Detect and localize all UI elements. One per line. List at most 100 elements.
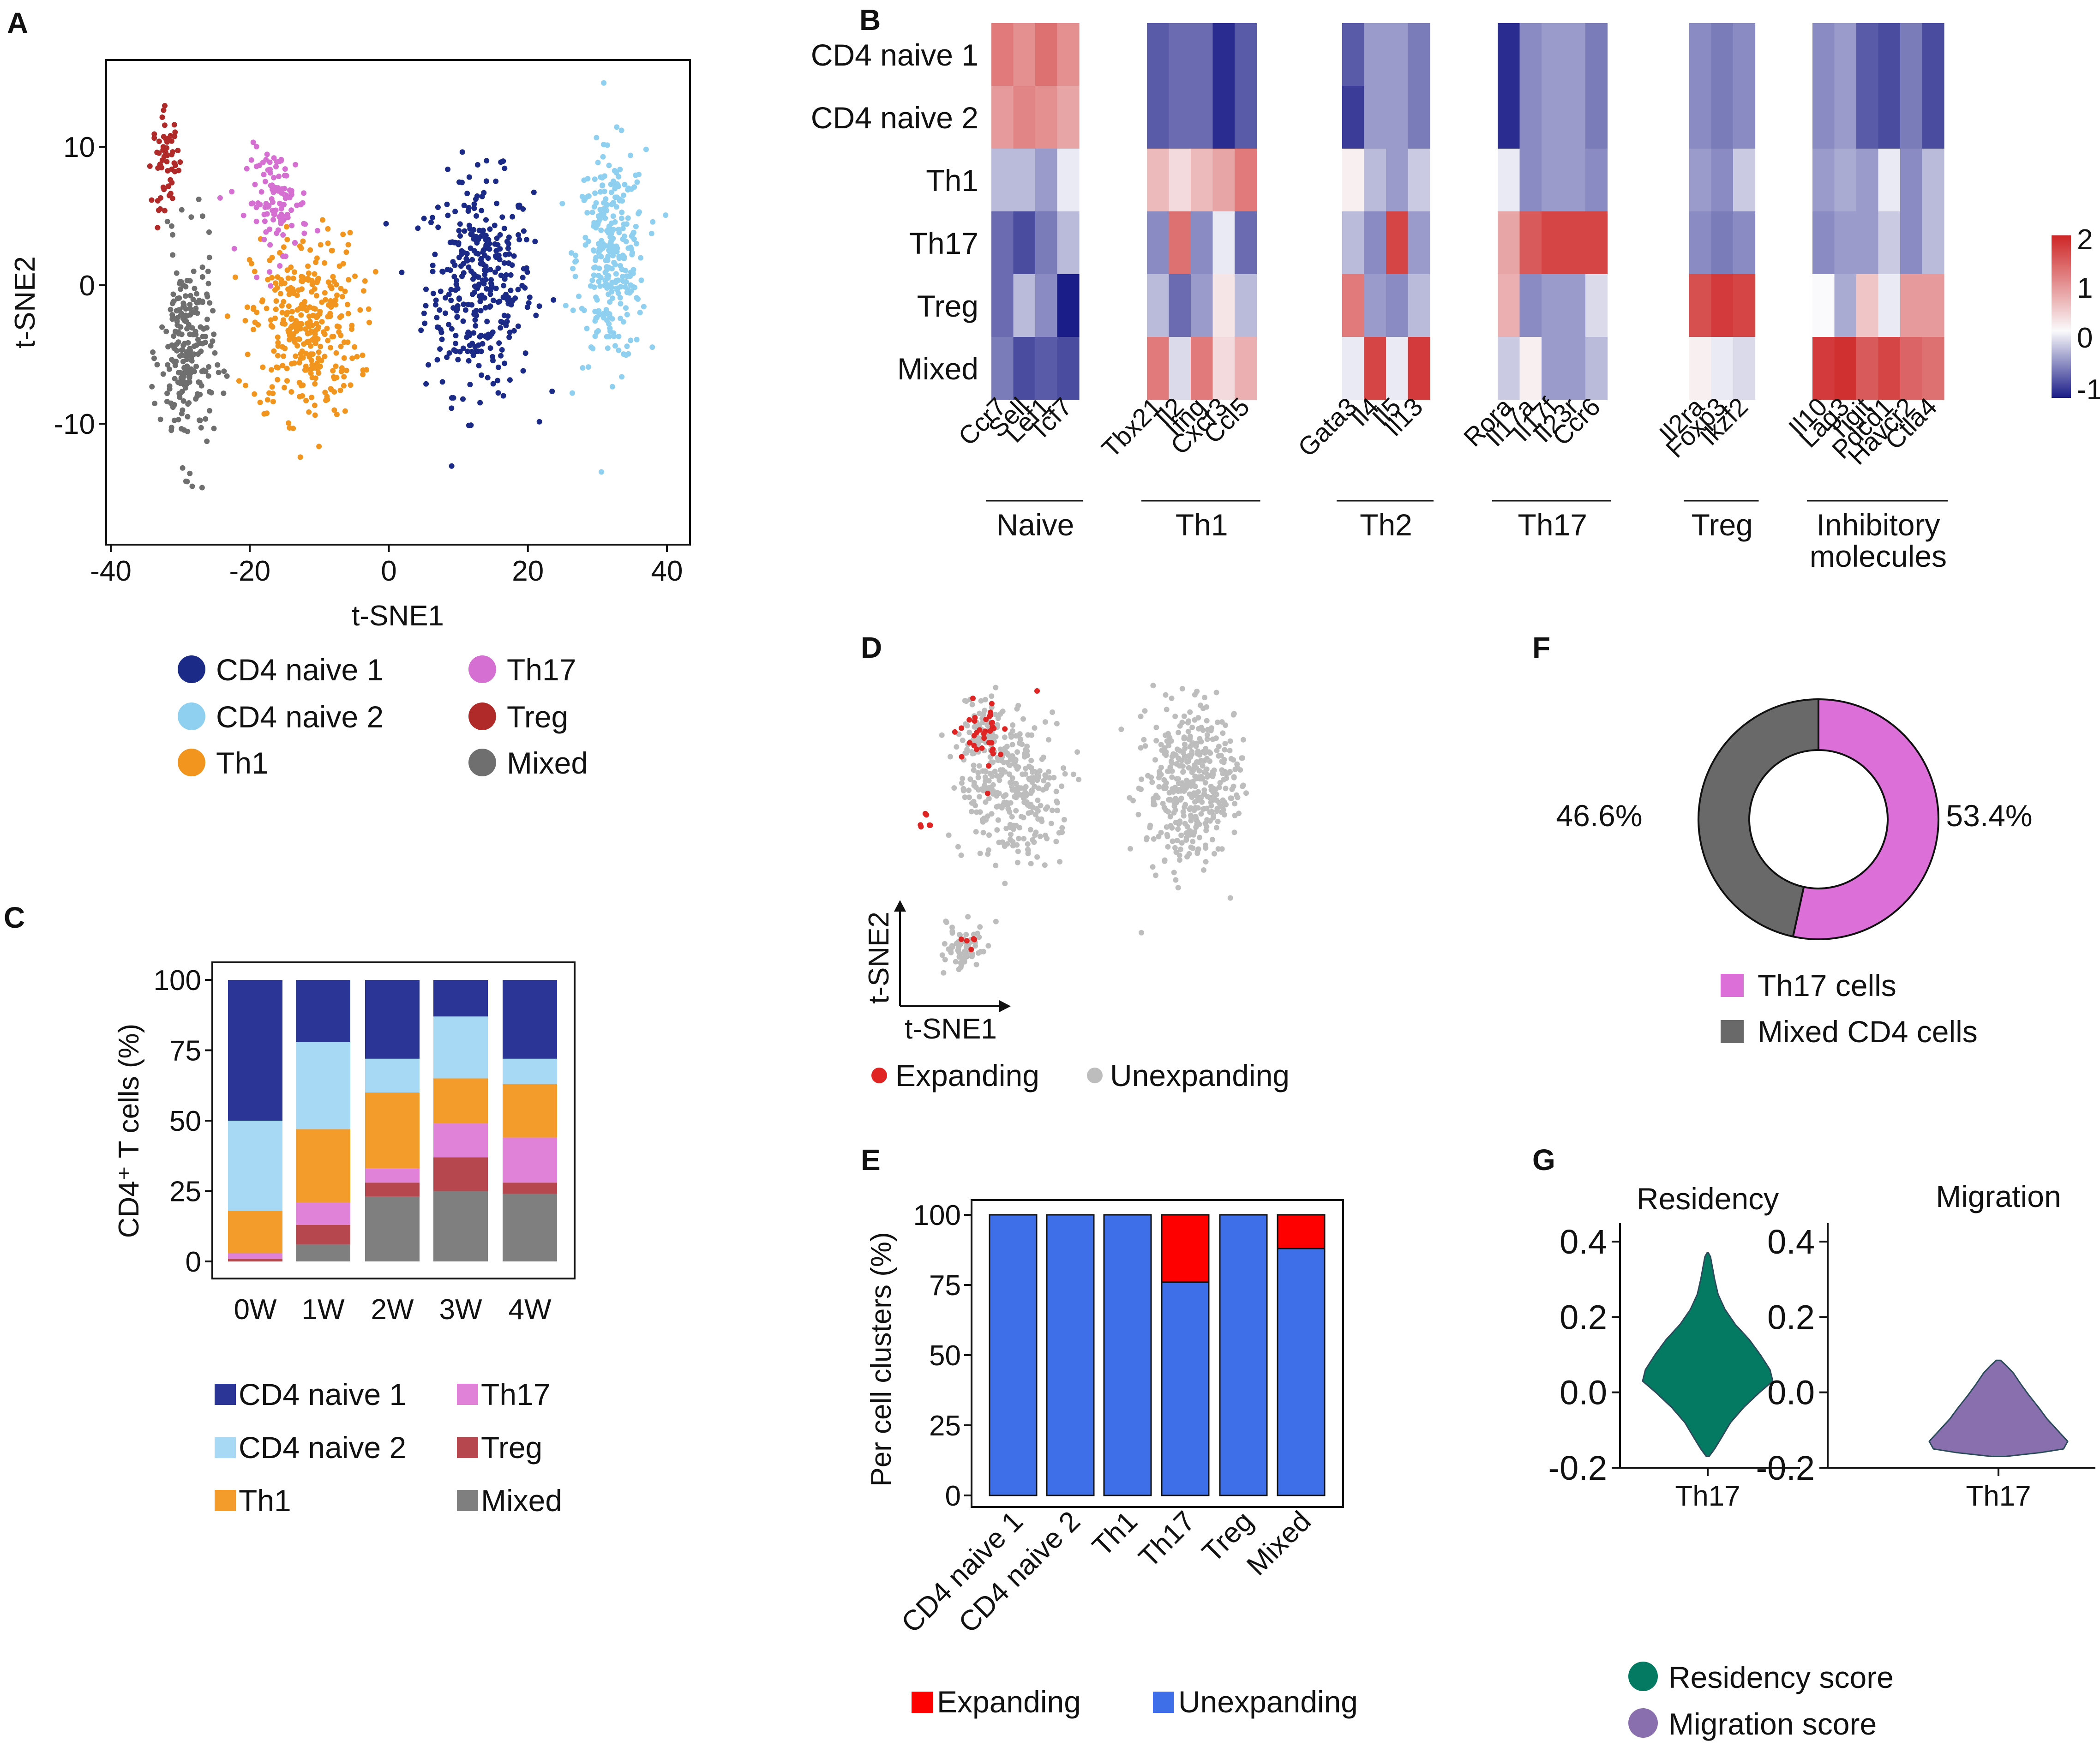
tsne-point-th17 <box>240 212 246 218</box>
tsne-point-cd4-naive-1 <box>440 269 446 275</box>
tsne-point-th1 <box>303 326 309 332</box>
point-unexpanding <box>1166 743 1172 749</box>
point-unexpanding <box>960 775 966 781</box>
point-unexpanding <box>1203 859 1209 864</box>
x-tick-label-0w: 0W <box>234 1294 277 1326</box>
tsne-point-cd4-naive-1 <box>490 297 496 303</box>
heatmap-cell <box>1922 337 1944 400</box>
point-unexpanding <box>1138 745 1144 751</box>
point-unexpanding <box>1202 695 1207 701</box>
tsne-point-treg <box>160 184 166 190</box>
point-unexpanding <box>1038 803 1044 809</box>
heatmap-cell <box>1812 274 1835 337</box>
tsne-point-cd4-naive-1 <box>456 254 462 260</box>
tsne-point-cd4-naive-1 <box>453 282 459 288</box>
tsne-point-cd4-naive-1 <box>422 320 428 326</box>
heatmap-cell <box>1013 211 1036 275</box>
point-expanding <box>981 735 987 741</box>
tsne-point-mixed <box>178 310 184 316</box>
heatmap-cell <box>1386 337 1409 400</box>
point-unexpanding <box>1025 732 1031 738</box>
tsne-point-cd4-naive-2 <box>663 212 669 218</box>
tsne-point-mixed <box>180 398 186 404</box>
tsne-point-treg <box>164 159 170 165</box>
tsne-point-mixed <box>197 391 203 397</box>
tsne-point-cd4-naive-1 <box>465 329 471 335</box>
tsne-point-th1 <box>312 306 318 312</box>
tsne-point-th1 <box>322 331 328 337</box>
point-unexpanding <box>1179 785 1185 791</box>
point-unexpanding <box>1028 861 1034 867</box>
heatmap-cell <box>1013 149 1036 212</box>
tsne-point-cd4-naive-1 <box>524 304 530 310</box>
tsne-point-cd4-naive-1 <box>468 245 474 251</box>
tsne-point-th1 <box>347 230 353 235</box>
y-tick-label: 100 <box>913 1200 961 1231</box>
tsne-point-th1 <box>338 343 344 349</box>
bar-segment-cd4-naive-2 <box>503 1058 557 1084</box>
point-unexpanding <box>1031 775 1037 781</box>
heatmap-cell <box>1235 86 1257 149</box>
point-unexpanding <box>997 711 1003 717</box>
tsne-point-mixed <box>174 348 180 354</box>
point-unexpanding <box>1013 733 1019 739</box>
tsne-point-th17 <box>288 207 294 213</box>
heatmap-cell <box>1035 149 1058 212</box>
tsne-point-cd4-naive-1 <box>520 368 526 374</box>
point-unexpanding <box>1218 809 1224 815</box>
point-unexpanding <box>1183 835 1189 841</box>
tsne-point-cd4-naive-2 <box>612 243 618 249</box>
panel-e-legend: Expanding Unexpanding <box>912 1685 1358 1719</box>
tsne-point-cd4-naive-1 <box>465 301 471 307</box>
tsne-point-cd4-naive-2 <box>589 210 595 216</box>
heatmap-cell <box>1342 274 1365 337</box>
tsne-point-mixed <box>189 325 195 331</box>
tsne-point-mixed <box>149 384 155 390</box>
point-unexpanding <box>996 777 1002 783</box>
tsne-point-cd4-naive-1 <box>515 323 521 329</box>
point-unexpanding <box>1185 720 1191 726</box>
tsne-point-cd4-naive-1 <box>516 237 522 243</box>
heatmap-cell <box>991 23 1014 86</box>
point-unexpanding <box>1150 683 1156 689</box>
y-tick-label: 0 <box>79 270 95 302</box>
point-unexpanding <box>1187 791 1193 797</box>
point-unexpanding <box>1139 930 1144 936</box>
point-unexpanding <box>942 941 948 947</box>
heatmap-cell <box>1364 86 1386 149</box>
point-unexpanding <box>1009 753 1015 759</box>
tsne-point-cd4-naive-2 <box>581 177 587 183</box>
tsne-point-cd4-naive-2 <box>625 187 631 193</box>
tsne-point-treg <box>172 129 178 135</box>
tsne-point-th1 <box>319 319 325 325</box>
tsne-point-cd4-naive-2 <box>610 213 616 219</box>
point-unexpanding <box>1024 799 1030 805</box>
tsne-point-th1 <box>284 224 289 230</box>
group-label-treg: Treg <box>1692 508 1753 542</box>
legend-swatch-mixed <box>457 1490 478 1511</box>
tsne-point-cd4-naive-1 <box>482 305 488 311</box>
tsne-point-mixed <box>197 299 203 305</box>
tsne-point-th1 <box>268 317 274 323</box>
tsne-point-th1 <box>331 407 337 413</box>
tsne-point-cd4-naive-2 <box>625 215 631 221</box>
tsne-point-mixed <box>186 322 192 328</box>
point-unexpanding <box>1135 811 1141 817</box>
tsne-point-cd4-naive-1 <box>478 256 484 262</box>
tsne-point-mixed <box>204 291 210 297</box>
heatmap-cell <box>1342 149 1365 212</box>
legend-swatch-cd4-naive-2 <box>215 1437 236 1458</box>
group-label-inhibitory: Inhibitory <box>1817 508 1940 542</box>
tsne-point-th17 <box>284 211 290 217</box>
point-unexpanding <box>983 696 988 702</box>
colorbar-bar <box>2052 235 2071 398</box>
tsne-point-cd4-naive-1 <box>449 326 455 332</box>
tsne-point-th17 <box>217 195 223 201</box>
heatmap-cell <box>1711 149 1734 212</box>
tsne-point-mixed <box>173 329 178 334</box>
tsne-point-cd4-naive-2 <box>595 328 601 334</box>
tsne-point-th1 <box>275 343 281 349</box>
tsne-point-th1 <box>304 339 310 345</box>
